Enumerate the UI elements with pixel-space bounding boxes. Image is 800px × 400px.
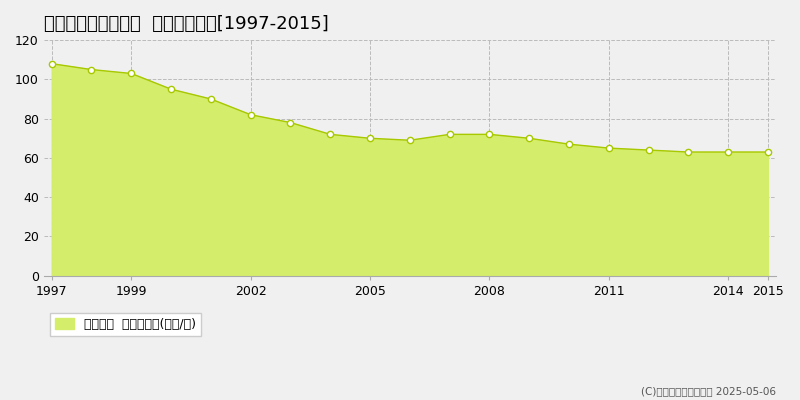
Legend: 基準地価  平均坪単価(万円/坪): 基準地価 平均坪単価(万円/坪) bbox=[50, 312, 201, 336]
Text: (C)土地価格ドットコム 2025-05-06: (C)土地価格ドットコム 2025-05-06 bbox=[641, 386, 776, 396]
Text: 大阪市鶴見区今津南  基準地価推移[1997-2015]: 大阪市鶴見区今津南 基準地価推移[1997-2015] bbox=[44, 15, 329, 33]
